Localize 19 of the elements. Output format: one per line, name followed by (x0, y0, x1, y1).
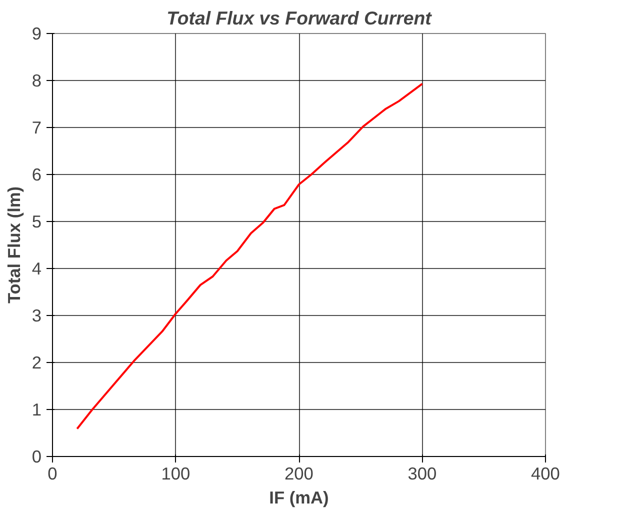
y-tick-label: 9 (32, 24, 42, 44)
y-tick-label: 3 (32, 306, 42, 326)
y-tick-label: 4 (32, 258, 42, 278)
y-axis-title: Total Flux (lm) (4, 186, 24, 304)
x-tick-label: 300 (408, 464, 437, 484)
y-tick-label: 6 (32, 164, 42, 184)
x-tick-label: 400 (531, 464, 560, 484)
y-tick-label: 5 (32, 212, 42, 232)
y-tick-label: 8 (32, 70, 42, 90)
y-tick-label: 0 (32, 446, 42, 466)
line-series (76, 82, 424, 430)
chart-title: Total Flux vs Forward Current (166, 8, 432, 28)
x-axis-title: IF (mA) (269, 488, 329, 508)
y-tick-label: 1 (32, 400, 42, 420)
x-tick-label: 200 (284, 464, 314, 484)
x-tick-label: 100 (161, 464, 190, 484)
y-tick-label: 2 (32, 352, 42, 372)
x-tick-label: 0 (48, 464, 58, 484)
y-tick-label: 7 (32, 118, 42, 138)
